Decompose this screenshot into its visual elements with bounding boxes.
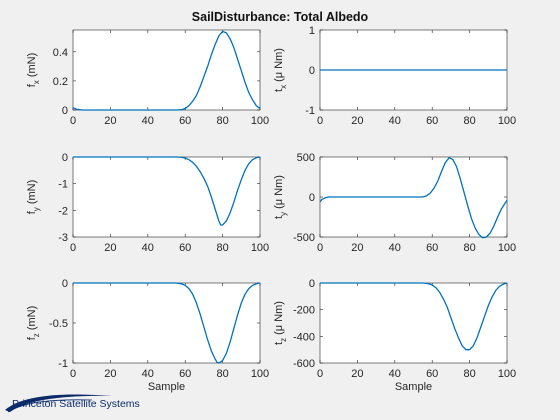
x-tick-label: 40 bbox=[142, 242, 154, 254]
y-axis-label: fz (mN) bbox=[26, 306, 41, 341]
plot-area bbox=[319, 282, 508, 364]
y-tick-label: 0 bbox=[309, 192, 315, 204]
x-tick-label: 20 bbox=[351, 242, 363, 254]
x-tick-label: 60 bbox=[179, 242, 191, 254]
y-tick-label: -0.5 bbox=[49, 318, 68, 330]
x-tick-label: 60 bbox=[179, 368, 191, 380]
x-axis-label: Sample bbox=[148, 381, 185, 393]
y-tick-label: 0 bbox=[62, 152, 68, 164]
y-axis-label: tx (μ Nm) bbox=[273, 48, 288, 92]
y-tick-label: 1 bbox=[309, 25, 315, 37]
y-axis-label: ty (μ Nm) bbox=[273, 175, 288, 219]
x-tick-label: 80 bbox=[216, 242, 228, 254]
series-line-tz bbox=[320, 282, 508, 351]
x-tick-label: 80 bbox=[216, 368, 228, 380]
y-tick-label: -1 bbox=[58, 179, 68, 191]
y-tick-label: -500 bbox=[293, 232, 315, 244]
y-tick-label: 500 bbox=[297, 152, 315, 164]
x-tick-label: 0 bbox=[70, 368, 76, 380]
y-tick-label: 0 bbox=[309, 278, 315, 290]
brand-name: Princeton Satellite Systems bbox=[12, 398, 140, 410]
y-tick-label: 0 bbox=[62, 278, 68, 290]
x-tick-label: 60 bbox=[426, 242, 438, 254]
x-tick-label: 20 bbox=[104, 115, 116, 127]
series-line-fy bbox=[73, 156, 261, 226]
y-axis-label: tz (μ Nm) bbox=[273, 301, 288, 345]
y-tick-label: -400 bbox=[293, 331, 315, 343]
x-axis-label: Sample bbox=[395, 381, 432, 393]
axes-fz: 0 20 40 60 80 100 -1 -0.5 0 fz (mN) Sample bbox=[26, 278, 269, 393]
y-tick-label: 0 bbox=[309, 65, 315, 77]
y-tick-label: 0 bbox=[62, 105, 68, 117]
x-tick-label: 60 bbox=[426, 368, 438, 380]
y-tick-label: -200 bbox=[293, 305, 315, 317]
series-line-ty bbox=[319, 157, 508, 239]
x-tick-label: 80 bbox=[463, 368, 475, 380]
x-tick-label: 0 bbox=[317, 115, 323, 127]
plot-area bbox=[72, 282, 261, 364]
x-tick-label: 0 bbox=[70, 242, 76, 254]
x-tick-label: 20 bbox=[104, 242, 116, 254]
x-tick-label: 40 bbox=[142, 368, 154, 380]
series-line-fz bbox=[73, 282, 261, 364]
x-tick-label: 100 bbox=[498, 115, 516, 127]
x-tick-label: 40 bbox=[389, 368, 401, 380]
y-axis-label: fy (mN) bbox=[26, 180, 41, 215]
x-tick-label: 40 bbox=[389, 115, 401, 127]
x-tick-label: 0 bbox=[70, 115, 76, 127]
x-tick-label: 100 bbox=[498, 368, 516, 380]
x-tick-label: 20 bbox=[351, 115, 363, 127]
y-tick-label: -3 bbox=[58, 232, 68, 244]
x-tick-label: 100 bbox=[498, 242, 516, 254]
plot-area bbox=[72, 156, 261, 238]
x-tick-label: 20 bbox=[351, 368, 363, 380]
y-axis-label: fx (mN) bbox=[26, 53, 41, 88]
x-tick-label: 100 bbox=[251, 242, 269, 254]
y-tick-label: -1 bbox=[305, 105, 315, 117]
y-tick-label: 0.2 bbox=[53, 76, 68, 88]
princeton-logo-icon bbox=[5, 394, 112, 413]
x-tick-label: 40 bbox=[389, 242, 401, 254]
x-tick-label: 100 bbox=[251, 115, 269, 127]
x-tick-label: 20 bbox=[104, 368, 116, 380]
axes-tz: 0 20 40 60 80 100 -600 -400 -200 0 tz (μ Nm) Sample bbox=[273, 278, 516, 393]
x-tick-label: 80 bbox=[463, 115, 475, 127]
axes-fy: 0 20 40 60 80 100 -3 -2 -1 0 fy (mN) bbox=[26, 152, 269, 254]
y-tick-label: -600 bbox=[293, 358, 315, 370]
x-tick-label: 60 bbox=[179, 115, 191, 127]
plot-area bbox=[72, 29, 261, 111]
x-tick-label: 40 bbox=[142, 115, 154, 127]
x-tick-label: 0 bbox=[317, 368, 323, 380]
series-line-fx bbox=[72, 30, 261, 111]
x-tick-label: 100 bbox=[251, 368, 269, 380]
y-tick-label: -2 bbox=[58, 205, 68, 217]
figure-title: SailDisturbance: Total Albedo bbox=[192, 10, 369, 24]
x-tick-label: 60 bbox=[426, 115, 438, 127]
x-tick-label: 80 bbox=[216, 115, 228, 127]
y-tick-label: 0.4 bbox=[53, 47, 68, 59]
axes-fx: 0 20 40 60 80 100 0 0.2 0.4 fx (mN) bbox=[26, 29, 269, 127]
y-tick-label: -1 bbox=[58, 358, 68, 370]
x-tick-label: 80 bbox=[463, 242, 475, 254]
x-tick-label: 0 bbox=[317, 242, 323, 254]
